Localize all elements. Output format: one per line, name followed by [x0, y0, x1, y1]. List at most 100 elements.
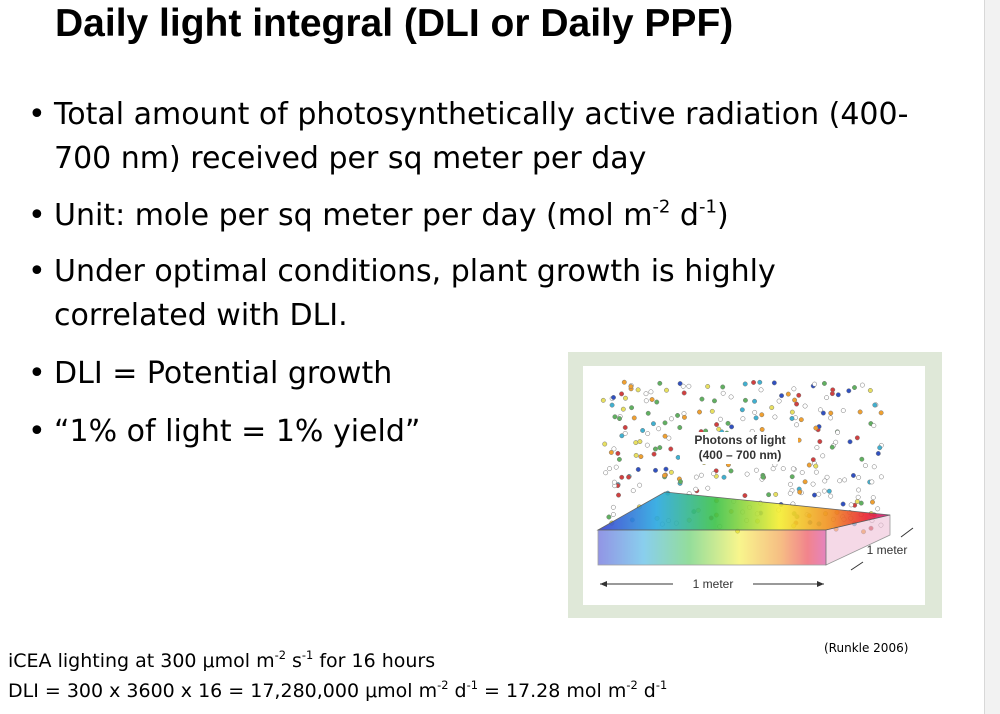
photon	[828, 415, 834, 421]
photon	[640, 428, 646, 433]
photon	[681, 390, 687, 396]
photon	[828, 410, 834, 416]
photon	[794, 422, 800, 428]
photon	[615, 450, 621, 456]
photon	[817, 407, 823, 413]
photon	[787, 481, 793, 487]
photon	[645, 410, 651, 416]
photon	[828, 493, 834, 499]
photon	[740, 416, 746, 422]
photon	[635, 387, 641, 393]
photon	[792, 397, 798, 403]
photon	[848, 502, 854, 508]
window-edge	[984, 0, 1000, 714]
photon	[871, 464, 877, 470]
photon	[675, 412, 681, 418]
photon	[675, 454, 681, 460]
photon	[789, 409, 795, 415]
photon	[850, 473, 856, 478]
photon	[875, 506, 881, 512]
photon	[852, 385, 857, 391]
footer-text: iCEA lighting at 300 μmol m	[8, 650, 275, 672]
photon	[862, 463, 868, 469]
bullet: “1% of light = 1% yield”	[28, 410, 914, 454]
photon	[787, 490, 793, 496]
photon	[678, 479, 683, 485]
photon	[742, 493, 748, 499]
photon	[630, 488, 636, 494]
photon	[813, 425, 819, 431]
photon	[797, 489, 803, 495]
photon	[870, 495, 876, 501]
photon	[822, 478, 828, 484]
photon	[742, 381, 748, 387]
citation: (Runkle 2006)	[824, 641, 909, 655]
photon	[651, 421, 656, 427]
photon	[856, 475, 862, 480]
figure: Photons of light (400 – 700 nm) 1 meter …	[568, 352, 942, 618]
photon	[635, 467, 641, 472]
footer-text: for 16 hours	[313, 650, 436, 672]
photon	[760, 474, 766, 480]
arrow	[850, 561, 864, 571]
photon	[657, 380, 663, 386]
photon	[643, 398, 649, 404]
photon	[769, 405, 775, 411]
photon	[652, 446, 658, 452]
photon	[829, 444, 835, 450]
footer-text: d	[637, 680, 656, 702]
footer-line: iCEA lighting at 300 μmol m-2 s-1 for 16…	[8, 648, 436, 672]
photon	[645, 431, 651, 437]
photon	[791, 386, 797, 392]
photon	[728, 394, 734, 400]
photon	[668, 469, 674, 475]
photon	[878, 410, 884, 416]
photon	[857, 409, 863, 415]
footer-text: s	[285, 650, 302, 672]
photon	[772, 414, 778, 420]
photon	[608, 450, 614, 455]
photon	[817, 439, 823, 444]
photon	[619, 391, 625, 397]
photon	[637, 482, 643, 488]
photon	[837, 478, 843, 484]
footer-line: DLI = 300 x 3600 x 16 = 17,280,000 μmol …	[8, 679, 667, 702]
photon	[668, 446, 674, 452]
photon	[802, 479, 808, 485]
photon	[847, 439, 853, 445]
figure-label: Photons of light	[694, 433, 785, 447]
photon	[648, 389, 654, 395]
photon	[714, 422, 720, 427]
superscript: -1	[301, 648, 314, 663]
photon	[607, 466, 612, 472]
photon	[813, 469, 819, 475]
photon	[830, 387, 836, 393]
photon	[824, 474, 830, 480]
photon	[662, 433, 668, 439]
photon	[718, 416, 723, 422]
photon	[644, 442, 650, 448]
photon	[716, 426, 722, 432]
photon	[628, 384, 634, 389]
photon	[677, 425, 683, 430]
photon	[878, 474, 884, 480]
photon	[616, 492, 621, 498]
photon	[785, 391, 791, 397]
photon	[751, 380, 757, 385]
photon	[753, 415, 759, 421]
photon	[752, 409, 758, 415]
photon	[816, 491, 822, 497]
photon	[699, 396, 705, 402]
bullet-text: “1% of light = 1% yield”	[54, 414, 421, 449]
photon	[826, 488, 832, 494]
slide-title: Daily light integral (DLI or Daily PPF)	[55, 2, 734, 45]
photon	[759, 426, 765, 432]
photon	[611, 479, 617, 485]
photon	[603, 470, 609, 476]
figure-label: 1 meter	[867, 543, 908, 557]
bullet-text: Total amount of photosynthetically activ…	[54, 97, 909, 176]
photon	[728, 468, 734, 474]
photon	[812, 381, 818, 387]
photon	[810, 481, 816, 487]
